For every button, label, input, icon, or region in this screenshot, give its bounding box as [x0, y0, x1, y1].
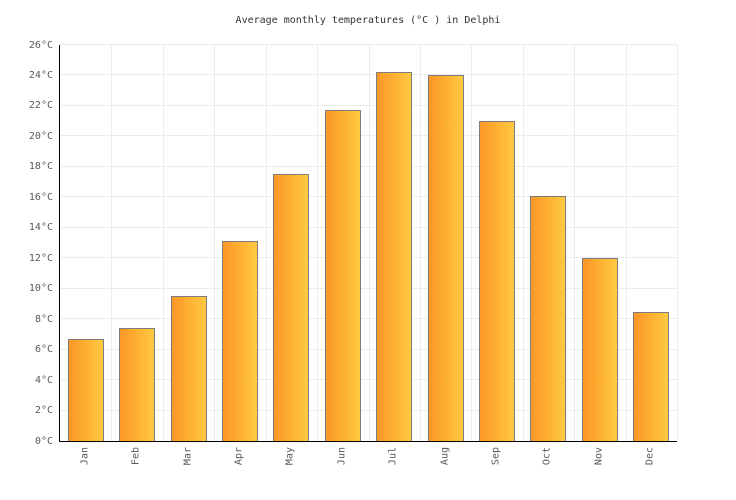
x-tick-label-feb: Feb	[130, 447, 142, 466]
vertical-gridline	[163, 45, 164, 441]
x-tick-label-sep: Sep	[490, 447, 502, 466]
y-tick-label: 0°C	[34, 435, 53, 447]
y-tick-label: 12°C	[28, 252, 53, 264]
bar-feb	[119, 328, 156, 441]
x-tick-label-jul: Jul	[387, 447, 399, 466]
bar-aug	[427, 75, 464, 441]
plot-area	[59, 44, 678, 442]
vertical-gridline	[111, 45, 112, 441]
y-tick-label: 14°C	[28, 222, 53, 234]
x-tick-label-dec: Dec	[644, 447, 656, 466]
y-tick-label: 2°C	[34, 405, 53, 417]
horizontal-gridline	[60, 318, 677, 320]
horizontal-gridline	[60, 409, 677, 411]
vertical-gridline	[471, 45, 472, 441]
y-tick-label: 4°C	[34, 374, 53, 386]
bar-jun	[324, 110, 361, 441]
x-tick-label-may: May	[284, 447, 296, 466]
horizontal-gridline	[60, 287, 677, 289]
x-tick-label-nov: Nov	[593, 447, 605, 466]
y-tick-label: 10°C	[28, 283, 53, 295]
y-tick-label: 16°C	[28, 191, 53, 203]
y-tick-label: 22°C	[28, 100, 53, 112]
x-tick-label-mar: Mar	[182, 447, 194, 466]
horizontal-gridline	[60, 196, 677, 198]
horizontal-gridline	[60, 257, 677, 259]
y-tick-label: 24°C	[28, 69, 53, 81]
x-tick-label-jun: Jun	[336, 447, 348, 466]
x-tick-label-oct: Oct	[541, 447, 553, 466]
vertical-gridline	[369, 45, 370, 441]
x-tick-label-aug: Aug	[439, 447, 451, 466]
bar-mar	[170, 296, 207, 441]
bar-sep	[479, 121, 516, 441]
vertical-gridline	[214, 45, 215, 441]
bar-jan	[67, 339, 104, 441]
vertical-gridline	[574, 45, 575, 441]
vertical-gridline	[317, 45, 318, 441]
x-tick-label-jan: Jan	[79, 447, 91, 466]
vertical-gridline	[677, 45, 678, 441]
y-tick-label: 18°C	[28, 161, 53, 173]
vertical-gridline	[266, 45, 267, 441]
chart-title: Average monthly temperatures (°C ) in De…	[235, 15, 501, 26]
horizontal-gridline	[60, 135, 677, 137]
bar-jul	[376, 72, 413, 441]
horizontal-gridline	[60, 104, 677, 106]
bar-apr	[221, 241, 258, 441]
horizontal-gridline	[60, 44, 677, 45]
bar-oct	[530, 196, 567, 441]
vertical-gridline	[626, 45, 627, 441]
x-tick-label-apr: Apr	[233, 447, 245, 466]
bar-nov	[581, 258, 618, 441]
bar-may	[273, 174, 310, 441]
horizontal-gridline	[60, 348, 677, 350]
y-tick-label: 20°C	[28, 130, 53, 142]
bar-dec	[633, 312, 670, 441]
vertical-gridline	[523, 45, 524, 441]
y-tick-label: 26°C	[28, 39, 53, 51]
y-tick-label: 6°C	[34, 344, 53, 356]
horizontal-gridline	[60, 379, 677, 381]
vertical-gridline	[420, 45, 421, 441]
horizontal-gridline	[60, 165, 677, 167]
y-tick-label: 8°C	[34, 313, 53, 325]
horizontal-gridline	[60, 74, 677, 76]
horizontal-gridline	[60, 226, 677, 228]
